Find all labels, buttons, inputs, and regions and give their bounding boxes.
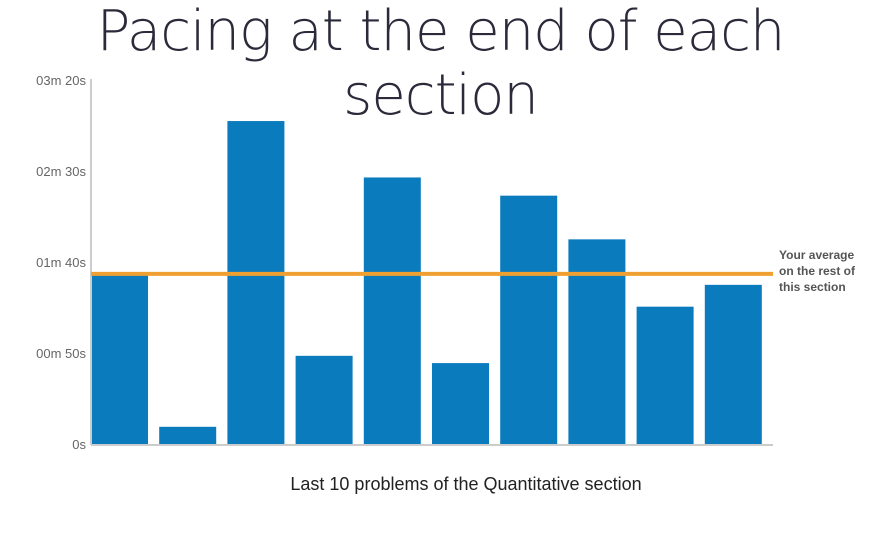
y-tick-label: 00m 50s	[36, 346, 86, 361]
annotation-line: this section	[779, 280, 846, 294]
average-annotation: Your average on the rest of this section	[779, 248, 856, 294]
bar-6	[432, 363, 489, 445]
y-tick-label: 03m 20s	[36, 73, 86, 88]
annotation-line: Your average	[779, 248, 854, 262]
bars	[91, 121, 762, 445]
y-tick-label: 02m 30s	[36, 164, 86, 179]
y-tick-label: 0s	[72, 437, 86, 452]
bar-9	[636, 306, 694, 445]
y-tick-label: 01m 40s	[36, 255, 86, 270]
bar-10	[704, 284, 762, 445]
bar-4	[295, 355, 353, 445]
chart-title: Pacing at the end of each section	[96, 0, 786, 128]
bar-8	[568, 239, 626, 445]
bar-5	[363, 177, 421, 445]
annotation-line: on the rest of	[779, 264, 856, 278]
y-axis-ticks: 0s 00m 50s 01m 40s 02m 30s 03m 20s	[36, 73, 86, 452]
bar-3	[227, 121, 285, 445]
x-axis-label: Last 10 problems of the Quantitative sec…	[290, 474, 641, 494]
bar-7	[500, 195, 558, 445]
bar-1	[91, 272, 148, 445]
bar-2	[159, 426, 217, 445]
